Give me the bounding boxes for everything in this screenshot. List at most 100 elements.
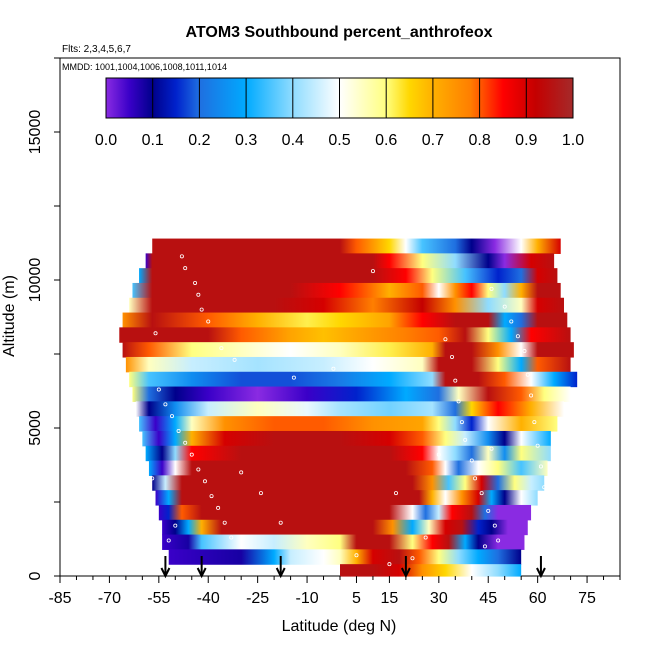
sample-point [486,508,491,513]
sample-point [479,491,484,496]
flight-arrow-head [536,567,546,579]
sample-point [542,485,547,490]
sample-point [176,428,181,433]
sample-point [529,393,534,398]
sample-point [150,476,155,481]
y-tick-label: 5000 [27,410,44,446]
sample-point [189,452,194,457]
y-tick-label: 15000 [27,110,44,155]
colorbar-tick-label: 0.6 [375,132,397,149]
sample-point [196,292,201,297]
heatmap-row [155,490,538,506]
sample-point [153,331,158,336]
heatmap-row [135,401,564,417]
heatmap-row [119,327,571,343]
x-tick-label: 30 [430,590,448,607]
x-tick-label: -85 [48,590,71,607]
flight-arrow-head [275,567,286,579]
heatmap-row [340,564,522,577]
sample-point [156,387,161,392]
sample-point [163,402,168,407]
sample-point [232,357,237,362]
heatmap-row [129,371,578,388]
heatmap-row [162,534,525,550]
sample-point [222,520,227,525]
sample-point [331,366,336,371]
sample-point [387,562,392,567]
heatmap-row [168,549,522,565]
chart-title: ATOM3 Southbound percent_anthrofeox [186,24,493,41]
sample-point [354,553,359,558]
sample-point [532,420,537,425]
sample-point [239,470,244,475]
colorbar-tick-label: 0.0 [95,132,117,149]
sample-point [436,452,441,457]
colorbar-tick-label: 0.2 [188,132,210,149]
sample-point [459,420,464,425]
sample-point [423,535,428,540]
x-axis: -85 -70 -55 -40 -25 -10 5 15 30 45 60 75 [48,576,621,607]
heatmap-row [129,297,565,314]
heatmap-row [162,519,528,536]
heatmap-row [148,460,548,476]
heatmap-row [139,416,558,432]
sample-point [179,254,184,259]
heatmap-row [142,430,551,447]
x-tick-label: 75 [578,590,596,607]
x-tick-label: 45 [479,590,497,607]
x-tick-label: 5 [352,590,361,607]
sample-point [489,446,494,451]
sample-point [216,505,221,510]
heatmap-row [145,253,555,269]
sample-point [291,375,296,380]
sample-point [522,349,527,354]
heatmap-row [158,504,532,521]
sample-point [535,443,540,448]
sample-point [525,372,530,377]
y-tick-label: 10000 [27,258,44,303]
flights-subtitle: Flts: 2,3,4,5,6,7 [62,44,131,55]
sample-point [173,523,178,528]
sample-point [219,346,224,351]
x-tick-label: 60 [529,590,547,607]
heatmap-row [122,312,568,328]
colorbar-tick-label: 0.3 [235,132,257,149]
colorbar-tick-label: 0.9 [515,132,537,149]
sample-point [473,476,478,481]
sample-point [196,467,201,472]
sample-point [258,491,263,496]
x-tick-label: -40 [197,590,220,607]
colorbar-tick-label: 0.5 [328,132,350,149]
dates-subtitle: MMDD: 1001,1004,1006,1008,1011,1014 [62,62,227,72]
sample-point [206,319,211,324]
sample-point [393,491,398,496]
heatmap-row [145,445,551,462]
sample-point [482,544,487,549]
plot-area: MMDD: 1001,1004,1006,1008,1011,1014 [59,57,621,579]
sample-point [278,520,283,525]
sample-point [166,538,171,543]
x-tick-label: -70 [98,590,121,607]
sample-point [538,464,543,469]
sample-point [449,354,454,359]
heatmap-row [132,386,571,402]
heatmap-row [122,342,574,358]
flight-arrows [160,556,546,579]
sample-point [496,538,501,543]
sample-point [209,494,214,499]
x-tick-label: -10 [295,590,318,607]
colorbar-tick-label: 1.0 [562,132,584,149]
sample-point [410,556,415,561]
sample-point [443,337,448,342]
flight-arrow-head [160,567,171,579]
sample-point [463,437,468,442]
sample-points [150,254,547,567]
heatmap-row [152,238,561,254]
sample-point [183,266,188,271]
colorbar-ticks: 0.0 0.1 0.2 0.3 0.4 0.5 0.6 0.7 0.8 0.9 1.0 [95,78,584,149]
sample-point [502,304,507,309]
x-tick-label: -55 [147,590,170,607]
sample-point [509,319,514,324]
sample-point [489,286,494,291]
sample-point [515,334,520,339]
